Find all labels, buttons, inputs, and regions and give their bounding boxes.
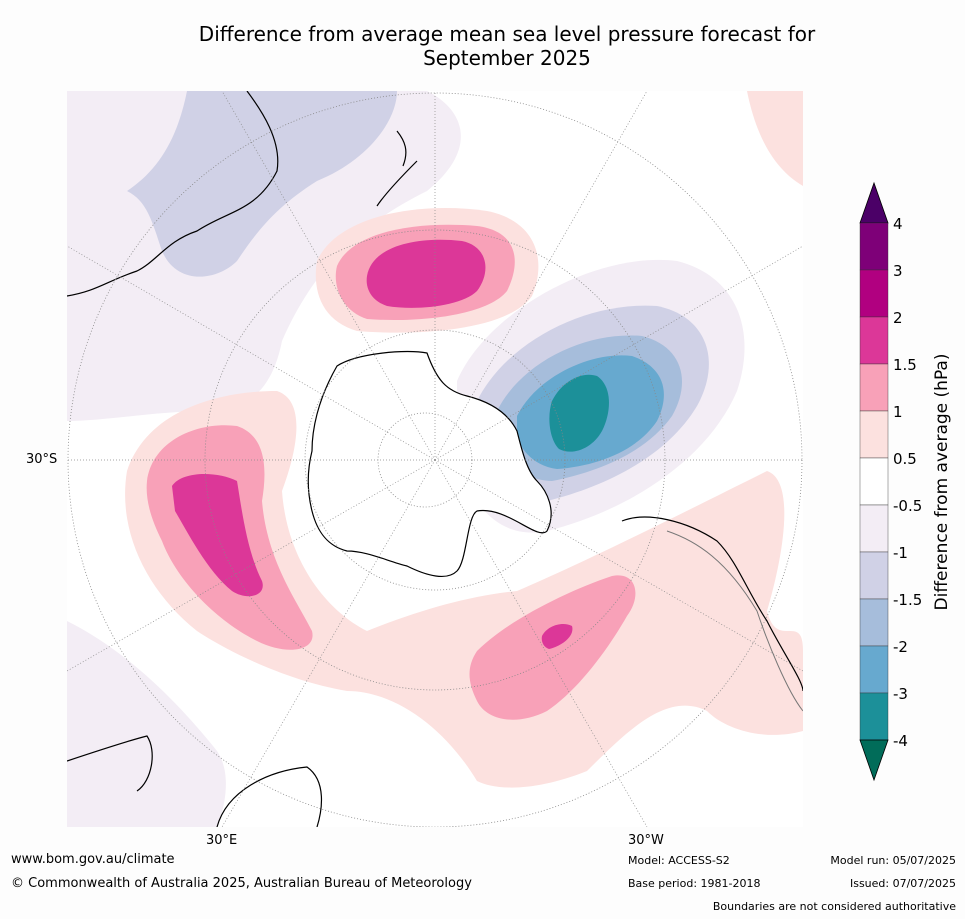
colorbar-tick: 2 [893, 309, 903, 327]
footer-model: Model: ACCESS-S2 [628, 854, 730, 867]
colorbar-bin-neutral [859, 457, 889, 506]
colorbar-tick: 4 [893, 215, 903, 233]
anomaly-region-teal-east-3 [549, 374, 609, 452]
colorbar-bin-1.5-2 [859, 316, 889, 365]
anomaly-region-magenta-north [366, 239, 486, 308]
colorbar-bin-0.5-1 [859, 410, 889, 459]
colorbar-tick: -1 [893, 544, 908, 562]
anomaly-region-lavender-sw [67, 621, 226, 827]
label-30e: 30°E [206, 833, 238, 848]
anomaly-region-pink-ne [747, 91, 803, 186]
anomaly-region-light-blue-nw [127, 91, 397, 277]
colorbar-extend-bottom [859, 739, 889, 782]
footer-url[interactable]: www.bom.gov.au/climate [11, 852, 175, 867]
colorbar-tick: -3 [893, 685, 908, 703]
south-america-borders [666, 530, 803, 712]
pressure-anomaly-map [67, 91, 803, 827]
colorbar-tick: -2 [893, 638, 908, 656]
title-line-2: September 2025 [423, 46, 591, 70]
latitude-circle-45s [204, 229, 666, 691]
colorbar-tick: -4 [893, 732, 908, 750]
footer-issued: Issued: 07/07/2025 [849, 877, 956, 890]
south-america-coastline [621, 516, 803, 692]
footer-base-period: Base period: 1981-2018 [628, 877, 761, 890]
colorbar-bin-1-1.5 [859, 363, 889, 412]
colorbar-bin-m1-m0.5 [859, 504, 889, 553]
colorbar-tick: 1 [893, 403, 903, 421]
colorbar-bin-m2-m1.5 [859, 598, 889, 647]
antarctica-coastline [307, 350, 552, 578]
colorbar-tick: 0.5 [893, 450, 917, 468]
colorbar-extend-top [859, 181, 889, 224]
colorbar-bin-m1.5-m1 [859, 551, 889, 600]
colorbar-tick: 1.5 [893, 356, 917, 374]
colorbar-tick: 3 [893, 262, 903, 280]
colorbar-bin-m3-m2 [859, 645, 889, 694]
australia-coastline [67, 91, 279, 297]
colorbar: 4 3 2 1.5 1 0.5 -0.5 -1 -1.5 -2 -3 -4 Di… [859, 181, 952, 782]
map-title: Difference from average mean sea level p… [0, 22, 965, 70]
colorbar-bin-m4-m3 [859, 692, 889, 741]
colorbar-tick: -1.5 [893, 591, 922, 609]
footer-model-run: Model run: 05/07/2025 [830, 854, 956, 867]
meridian-lines [67, 91, 803, 827]
anomaly-region-magenta-south [541, 624, 573, 649]
colorbar-label: Difference from average (hPa) [932, 354, 952, 611]
africa-coastline [67, 735, 323, 827]
new-zealand-coastline [376, 130, 418, 207]
colorbar-tick: -0.5 [893, 497, 922, 515]
title-line-1: Difference from average mean sea level p… [198, 22, 816, 46]
label-30w: 30°W [628, 833, 664, 848]
colorbar-bin-3-4 [859, 222, 889, 271]
label-30s: 30°S [26, 452, 58, 467]
colorbar-bin-2-3 [859, 269, 889, 318]
anomaly-region-pink-west-0.5 [125, 391, 803, 788]
footer-disclaimer: Boundaries are not considered authoritat… [712, 900, 956, 913]
footer-copyright: © Commonwealth of Australia 2025, Austra… [11, 876, 472, 891]
